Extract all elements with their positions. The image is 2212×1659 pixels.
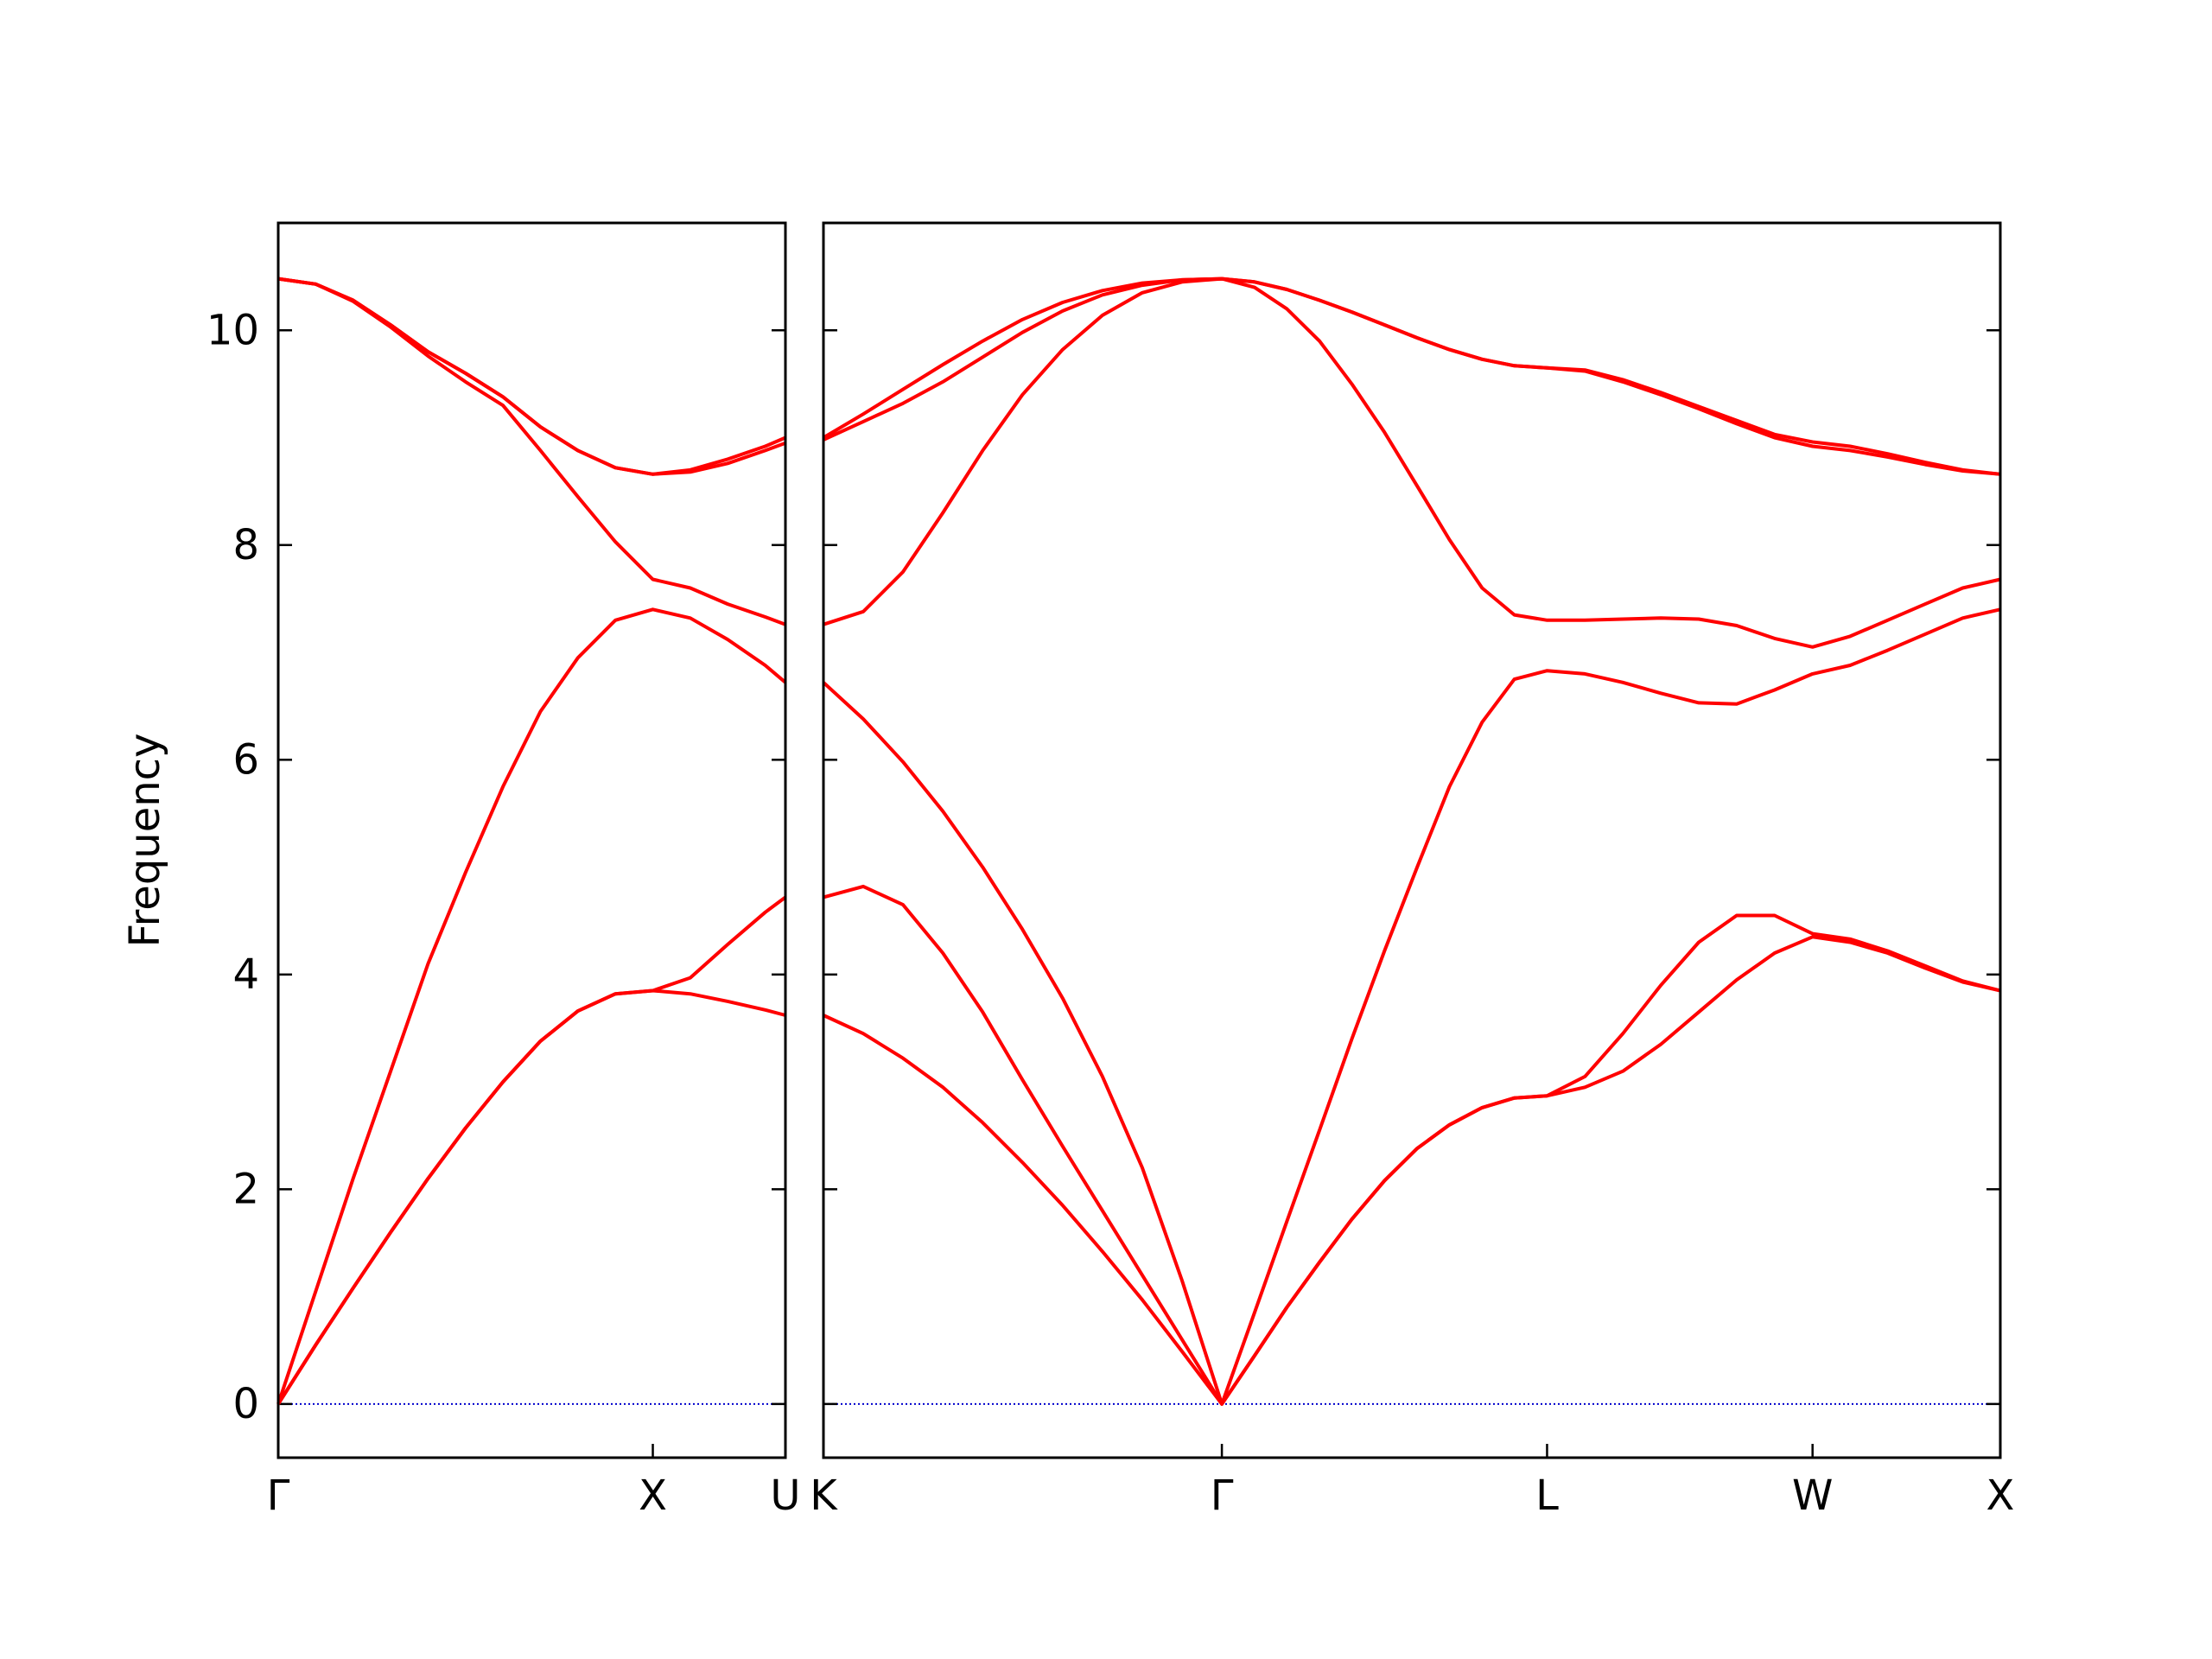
band-line xyxy=(822,276,2001,476)
plot-frame xyxy=(822,221,2002,1459)
y-tick-label: 8 xyxy=(232,521,259,569)
y-tick-label: 2 xyxy=(232,1165,259,1213)
y-tick-label: 6 xyxy=(232,735,259,784)
band-line xyxy=(276,895,787,1405)
x-tick-label: K xyxy=(810,1471,838,1520)
x-tick-label: L xyxy=(1535,1471,1559,1520)
y-tick-label: 4 xyxy=(232,950,259,999)
x-tick-label: W xyxy=(1792,1471,1833,1520)
x-tick-label: Γ xyxy=(1211,1471,1234,1520)
x-tick-label: X xyxy=(639,1471,667,1520)
plot-frame xyxy=(276,221,787,1459)
x-tick-label: U xyxy=(770,1471,800,1520)
y-axis-label: Frequency xyxy=(121,734,169,948)
band-line xyxy=(277,276,786,476)
y-tick-label: 10 xyxy=(207,306,259,354)
band-line xyxy=(823,884,2001,1406)
band-line xyxy=(277,276,786,476)
band-line xyxy=(276,607,787,1405)
band-line xyxy=(823,276,2001,649)
band-line xyxy=(277,276,786,626)
x-tick-label: X xyxy=(1986,1471,2015,1520)
x-tick-label: Γ xyxy=(267,1471,290,1520)
y-tick-label: 0 xyxy=(232,1380,259,1428)
band-line xyxy=(822,607,2001,1406)
band-line xyxy=(823,935,2001,1406)
